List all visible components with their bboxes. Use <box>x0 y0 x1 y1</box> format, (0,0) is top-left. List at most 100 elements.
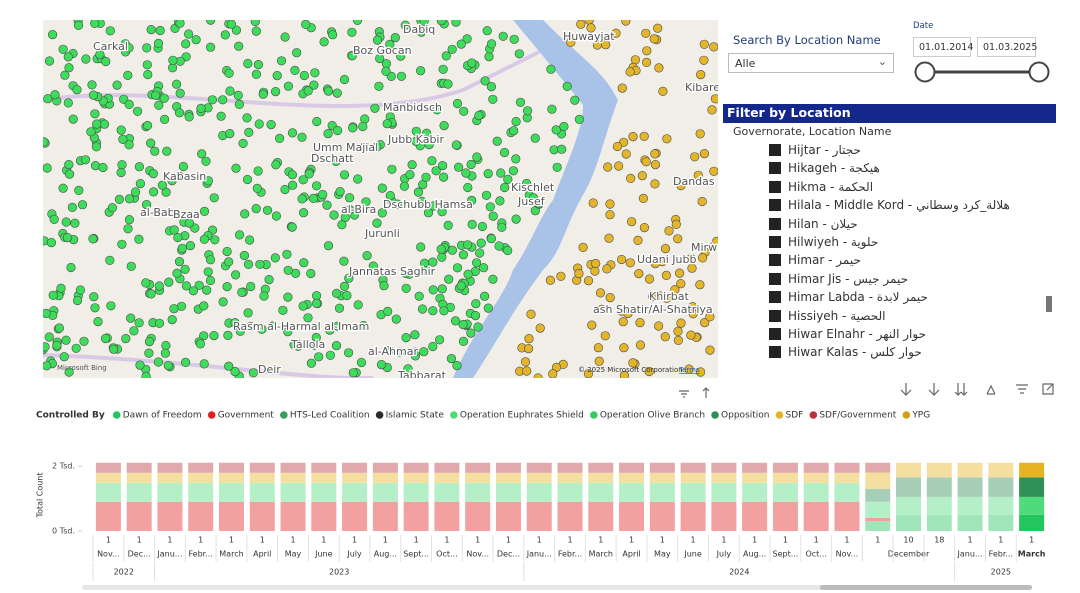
map-marker[interactable] <box>99 119 110 129</box>
map-marker[interactable] <box>312 298 322 309</box>
bar-segment[interactable] <box>434 462 460 473</box>
map-marker[interactable] <box>602 264 612 274</box>
map-marker[interactable] <box>673 234 683 244</box>
bar-segment[interactable] <box>280 472 306 483</box>
map-marker[interactable] <box>43 163 52 173</box>
map-marker[interactable] <box>603 162 613 172</box>
map-marker[interactable] <box>251 26 261 36</box>
filter-item[interactable]: Himar Labda - حيمر لابدة <box>769 290 928 304</box>
checkbox[interactable] <box>769 180 781 193</box>
map-marker[interactable] <box>216 111 226 121</box>
map-marker[interactable] <box>335 187 345 197</box>
map-marker[interactable] <box>223 330 233 341</box>
bar-segment[interactable] <box>926 462 952 478</box>
bar-segment[interactable] <box>311 482 337 502</box>
bar-segment[interactable] <box>157 462 183 473</box>
bar-segment[interactable] <box>311 462 337 473</box>
map-marker[interactable] <box>420 265 430 275</box>
legend-label[interactable]: Dawn of Freedom <box>123 411 202 421</box>
map-marker[interactable] <box>471 299 481 309</box>
map-marker[interactable] <box>463 240 473 250</box>
map-marker[interactable] <box>237 287 247 298</box>
map-marker[interactable] <box>688 309 698 319</box>
map-marker[interactable] <box>268 321 278 331</box>
checkbox[interactable] <box>769 272 781 285</box>
map-marker[interactable] <box>209 193 219 203</box>
bar-segment[interactable] <box>772 472 798 483</box>
scrollbar-thumb[interactable] <box>820 585 1032 590</box>
map-marker[interactable] <box>154 318 165 328</box>
bar-segment[interactable] <box>619 482 645 502</box>
map-marker[interactable] <box>276 56 287 66</box>
map-marker[interactable] <box>258 89 268 99</box>
map-marker[interactable] <box>185 241 195 251</box>
map-marker[interactable] <box>670 285 680 295</box>
map-marker[interactable] <box>403 364 413 374</box>
map-marker[interactable] <box>238 138 248 148</box>
map-marker[interactable] <box>218 95 228 105</box>
bar-segment[interactable] <box>988 496 1014 515</box>
bar-segment[interactable] <box>280 501 306 531</box>
map-marker[interactable] <box>61 335 71 345</box>
map-marker[interactable] <box>699 39 709 49</box>
map-marker[interactable] <box>454 162 464 172</box>
map-marker[interactable] <box>509 34 519 44</box>
map-marker[interactable] <box>210 235 220 245</box>
map-marker[interactable] <box>583 276 594 286</box>
map-marker[interactable] <box>124 194 135 204</box>
bar-segment[interactable] <box>649 472 675 483</box>
map-marker[interactable] <box>673 326 683 337</box>
bar-segment[interactable] <box>988 477 1014 497</box>
map-marker[interactable] <box>399 181 410 191</box>
map-marker[interactable] <box>233 90 243 100</box>
map-marker[interactable] <box>494 241 504 251</box>
legend-marker[interactable] <box>112 411 121 419</box>
map-marker[interactable] <box>633 235 643 245</box>
map-marker[interactable] <box>416 66 426 76</box>
map-marker[interactable] <box>174 108 185 118</box>
bar-segment[interactable] <box>742 462 768 473</box>
bar-segment[interactable] <box>742 501 768 531</box>
map-marker[interactable] <box>117 160 127 170</box>
map-marker[interactable] <box>526 309 536 319</box>
map-marker[interactable] <box>587 320 597 330</box>
map-marker[interactable] <box>287 222 297 232</box>
map-marker[interactable] <box>472 152 482 162</box>
map-marker[interactable] <box>452 98 463 109</box>
search-dropdown[interactable]: Alle ⌄ <box>728 53 894 73</box>
map-marker[interactable] <box>686 330 696 340</box>
map-marker[interactable] <box>456 39 466 49</box>
map-marker[interactable] <box>64 169 75 179</box>
bar-segment[interactable] <box>188 462 214 473</box>
map-marker[interactable] <box>298 301 308 311</box>
map-marker[interactable] <box>400 20 410 30</box>
map-marker[interactable] <box>623 308 633 319</box>
map-marker[interactable] <box>686 253 696 264</box>
map-marker[interactable] <box>401 333 411 343</box>
map-marker[interactable] <box>356 357 367 368</box>
bar-segment[interactable] <box>434 472 460 483</box>
map-marker[interactable] <box>172 79 182 89</box>
map-marker[interactable] <box>308 193 319 203</box>
map-marker[interactable] <box>231 25 241 35</box>
checkbox[interactable] <box>769 144 781 156</box>
map-marker[interactable] <box>116 167 126 178</box>
map-marker[interactable] <box>253 59 263 70</box>
map-marker[interactable] <box>303 313 313 323</box>
expand-icon[interactable] <box>986 384 996 395</box>
map-marker[interactable] <box>129 326 139 336</box>
map-marker[interactable] <box>431 166 441 176</box>
map-marker[interactable] <box>106 301 116 311</box>
map-marker[interactable] <box>141 278 151 288</box>
map-marker[interactable] <box>439 306 449 316</box>
map-marker[interactable] <box>159 93 169 103</box>
map-marker[interactable] <box>578 242 588 252</box>
filter-item[interactable]: Hikma - الحكمة <box>769 180 873 194</box>
bar-segment[interactable] <box>803 462 829 473</box>
map-marker[interactable] <box>318 189 328 200</box>
map-marker[interactable] <box>43 361 52 371</box>
map-marker[interactable] <box>87 80 97 90</box>
map-marker[interactable] <box>80 155 91 165</box>
map-marker[interactable] <box>243 308 253 318</box>
map-marker[interactable] <box>280 32 290 42</box>
